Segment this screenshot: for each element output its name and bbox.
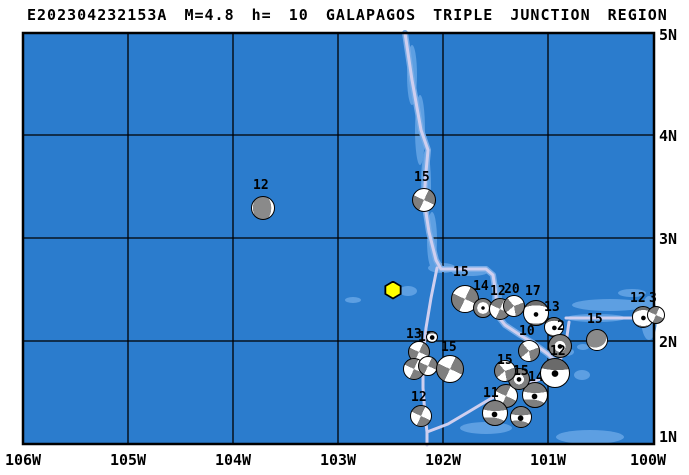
beachball-day-label: 12 — [490, 284, 506, 299]
bathymetry-patch — [574, 370, 590, 380]
focal-mechanism-beachball — [436, 355, 464, 383]
x-axis-tick-label: 101W — [529, 451, 567, 469]
focal-mechanism-beachball — [410, 405, 432, 427]
focal-mechanism-beachball — [426, 331, 438, 343]
epicenter-marker — [384, 280, 402, 300]
beachball-day-label: 15 — [453, 265, 469, 280]
focal-mechanism-beachball — [503, 295, 525, 317]
focal-mechanism-beachball — [522, 382, 548, 408]
x-axis-tick-label: 105W — [109, 451, 147, 469]
x-axis-tick-label: 103W — [319, 451, 357, 469]
map-frame — [21, 31, 656, 446]
x-axis-tick-label: 106W — [4, 451, 42, 469]
focal-mechanism-beachball — [647, 306, 665, 324]
beachball-day-label: 15 — [441, 340, 457, 355]
bathymetry-patch — [556, 430, 624, 444]
beachball-day-label: 14 — [528, 370, 544, 385]
focal-mechanism-beachball — [586, 329, 608, 351]
beachball-day-label: 11 — [483, 386, 499, 401]
y-axis-tick-label: 3N — [659, 230, 678, 248]
plate-boundary-line — [403, 31, 558, 364]
beachball-day-label: 17 — [525, 284, 541, 299]
beachball-day-label: 12 — [253, 178, 269, 193]
bathymetry-patch — [618, 289, 646, 297]
focal-mechanism-beachball — [482, 400, 508, 426]
x-axis-tick-label: 104W — [214, 451, 252, 469]
y-axis-tick-label: 4N — [659, 127, 678, 145]
beachball-day-label: 15 — [414, 170, 430, 185]
focal-mechanism-beachball — [412, 188, 436, 212]
beachball-day-label: 12 — [550, 344, 566, 359]
focal-mechanism-beachball — [251, 196, 275, 220]
beachball-day-label: 12 — [630, 291, 646, 306]
focal-mechanism-beachball — [510, 406, 532, 428]
focal-mechanism-beachball — [418, 356, 438, 376]
bathymetry-patch — [577, 344, 589, 350]
beachball-day-label: 15 — [513, 364, 529, 379]
beachball-day-label: 10 — [519, 324, 535, 339]
map-title: E202304232153A M=4.8 h= 10 GALAPAGOS TRI… — [27, 6, 668, 24]
bathymetry-patch — [399, 286, 417, 296]
focal-mechanism-beachball — [518, 340, 540, 362]
beachball-day-label: 2 — [557, 319, 565, 334]
epicenter-marker-fill — [386, 282, 400, 298]
beachball-day-label: 13 — [406, 327, 422, 342]
beachball-day-label: 15 — [587, 312, 603, 327]
x-axis-tick-label: 100W — [629, 451, 667, 469]
beachball-day-label: 3 — [649, 291, 657, 306]
focal-mechanism-beachball — [548, 334, 572, 358]
x-axis-tick-label: 102W — [424, 451, 462, 469]
y-axis-tick-label: 2N — [659, 333, 678, 351]
focal-mechanism-beachball — [523, 300, 549, 326]
y-axis-tick-label: 1N — [659, 428, 678, 446]
focal-mechanism-beachball — [494, 360, 516, 382]
y-axis-tick-label: 5N — [659, 26, 678, 44]
bathymetry-patch — [572, 299, 648, 311]
focal-mechanism-beachball — [540, 358, 570, 388]
beachball-day-label: 20 — [504, 282, 520, 297]
beachball-day-label: 12 — [411, 390, 427, 405]
beachball-day-label: 15 — [497, 353, 513, 368]
beachball-day-label: 13 — [544, 300, 560, 315]
beachball-day-label: 14 — [473, 279, 489, 294]
bathymetry-patch — [345, 297, 361, 303]
